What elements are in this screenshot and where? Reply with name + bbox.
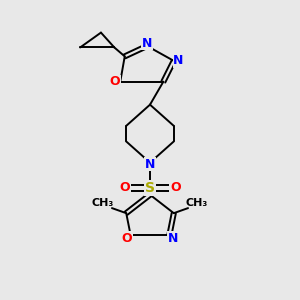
Text: S: S (145, 181, 155, 195)
Text: N: N (145, 158, 155, 171)
Text: O: O (119, 182, 130, 194)
Text: CH₃: CH₃ (92, 198, 114, 208)
Text: O: O (122, 232, 132, 245)
Text: N: N (173, 54, 184, 67)
Text: O: O (170, 182, 181, 194)
Text: O: O (110, 75, 120, 88)
Text: N: N (142, 37, 152, 50)
Text: CH₃: CH₃ (186, 198, 208, 208)
Text: N: N (168, 232, 178, 245)
